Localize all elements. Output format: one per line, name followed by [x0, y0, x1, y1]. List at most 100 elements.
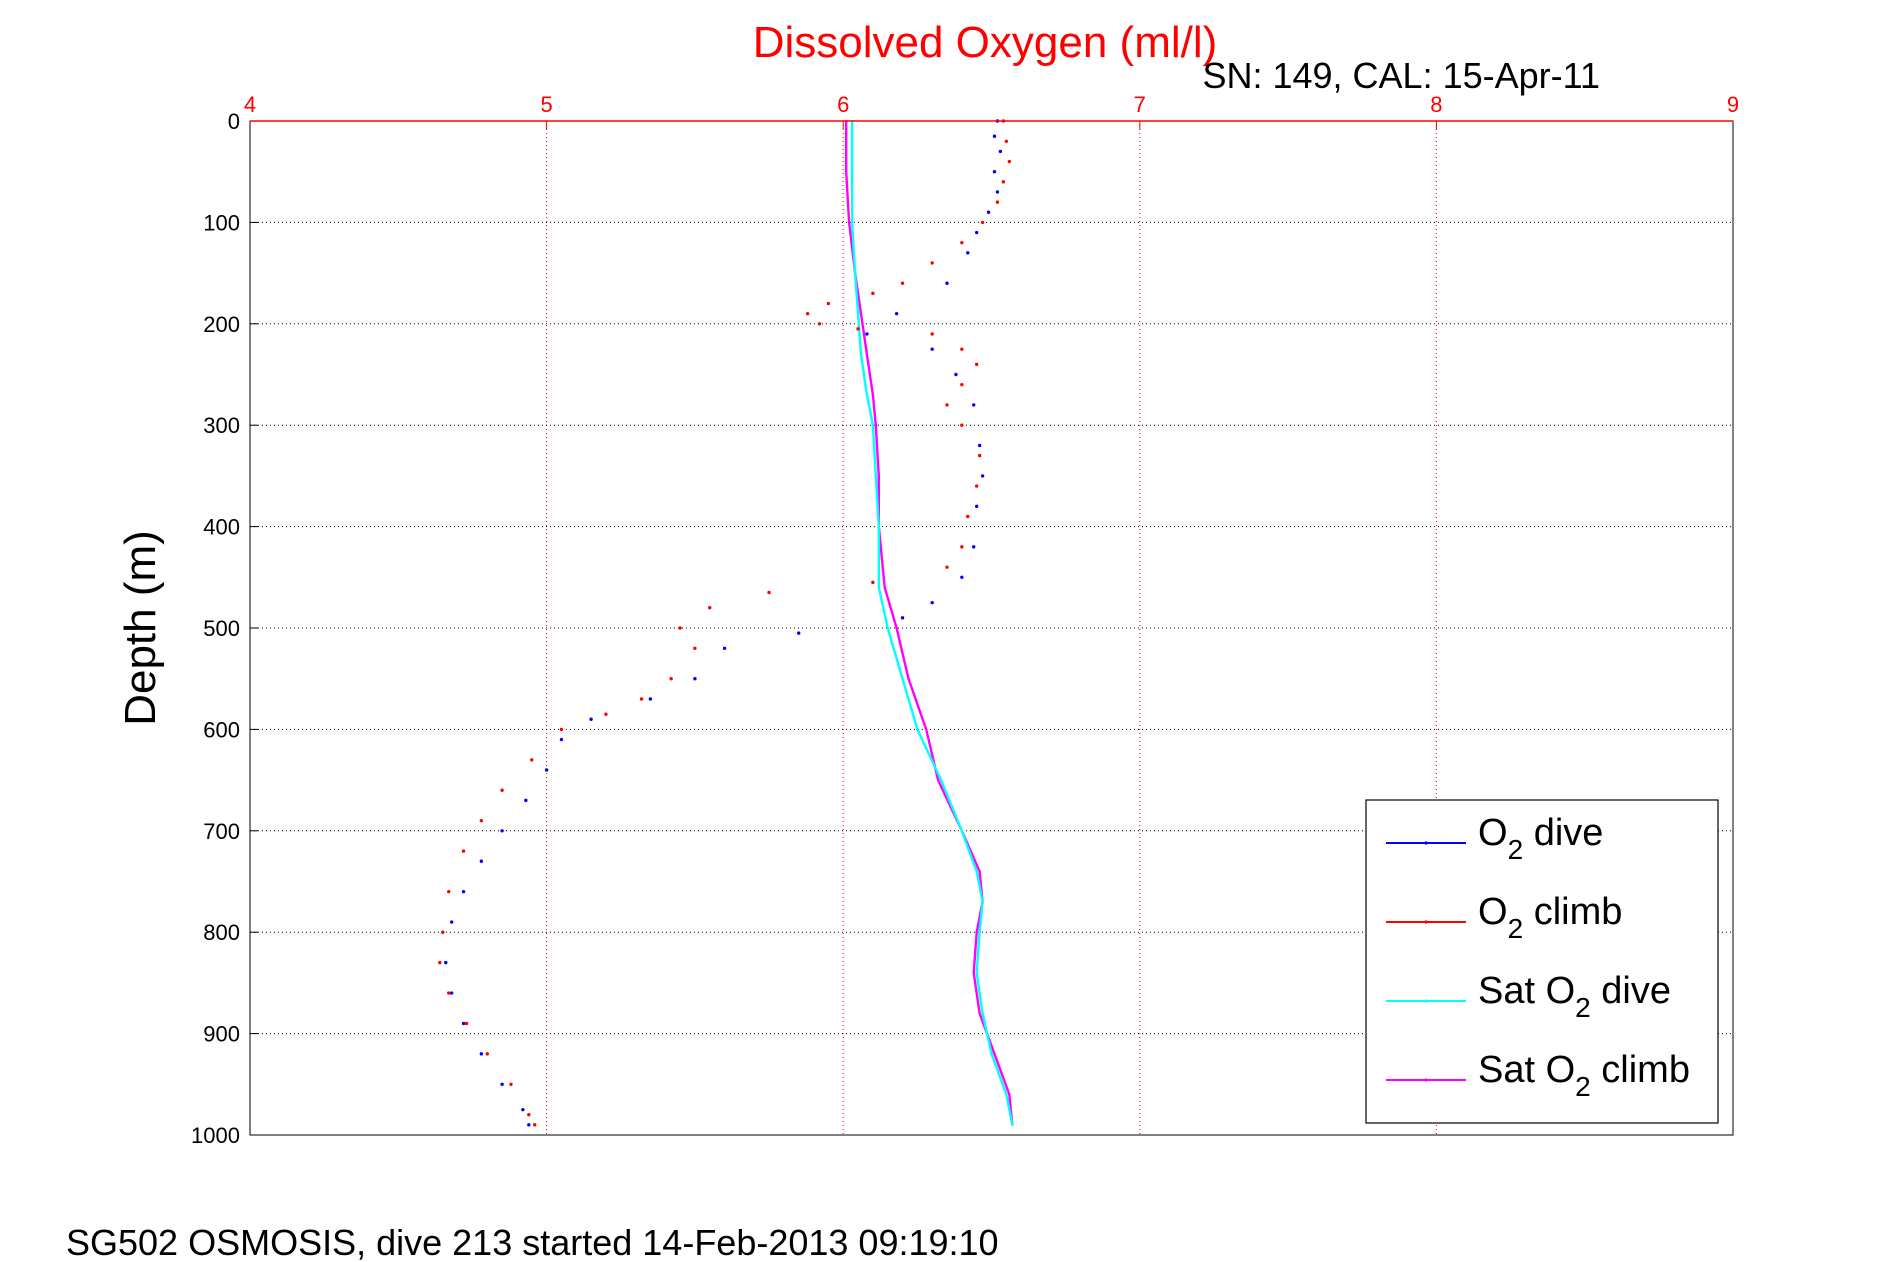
data-point [993, 1052, 996, 1056]
data-point [461, 1021, 466, 1026]
data-point [464, 1021, 469, 1026]
data-point [978, 931, 981, 934]
dive-info-footer: SG502 OSMOSIS, dive 213 started 14-Feb-2… [66, 1222, 999, 1262]
data-point [974, 484, 979, 488]
data-point [992, 134, 997, 138]
data-point [930, 600, 934, 605]
data-point [648, 697, 653, 701]
data-point [990, 1052, 993, 1056]
data-point [447, 991, 451, 995]
x-tick-label: 7 [1134, 92, 1146, 117]
data-point [986, 210, 991, 214]
data-point [853, 271, 857, 275]
data-point [1011, 1123, 1014, 1127]
data-point [871, 393, 875, 396]
data-point [544, 768, 549, 772]
data-point [901, 677, 904, 680]
data-point [856, 327, 860, 331]
data-point [461, 889, 466, 894]
y-tick-label: 500 [203, 616, 240, 641]
data-point [856, 312, 860, 315]
data-point [900, 616, 905, 620]
data-point [678, 626, 682, 630]
data-point [604, 712, 608, 716]
legend-items: O2 dive O2 climb Sat O2 dive Sat O2 climb [1386, 812, 1690, 1102]
data-point [708, 606, 712, 610]
calibration-label: SN: 149, CAL: 15-Apr-11 [1202, 55, 1600, 96]
data-point [527, 1113, 531, 1117]
data-point [886, 626, 889, 630]
legend-marker [1424, 999, 1428, 1003]
data-point [479, 859, 484, 863]
data-point [865, 393, 869, 396]
data-point [693, 677, 697, 681]
data-point [693, 646, 697, 650]
data-point [998, 149, 1003, 154]
x-tick-label: 9 [1727, 92, 1739, 117]
series-line [845, 121, 1014, 1126]
data-point [936, 778, 940, 782]
y-tick-label: 0 [228, 109, 240, 134]
data-point [1004, 139, 1009, 143]
data-point [945, 403, 949, 407]
data-point [930, 261, 934, 265]
data-point [859, 353, 863, 356]
series-sat-o2-dive [850, 119, 1014, 1127]
data-point [850, 221, 854, 224]
data-point [972, 971, 975, 974]
data-point [449, 991, 454, 995]
data-point [447, 889, 451, 894]
data-point [817, 322, 822, 326]
data-point [1007, 159, 1011, 164]
x-tick-label: 8 [1430, 92, 1442, 117]
series-sat-o2-climb [844, 119, 1014, 1127]
data-point [945, 281, 949, 285]
data-point [485, 1052, 489, 1056]
data-point [978, 870, 981, 873]
data-point [894, 311, 899, 316]
data-point [527, 1123, 531, 1127]
data-point [930, 332, 934, 336]
data-point [895, 626, 898, 630]
data-point [509, 1082, 513, 1087]
data-point [449, 920, 454, 924]
legend-label: O2 dive [1478, 812, 1603, 865]
data-point [925, 728, 928, 731]
data-point [500, 788, 504, 792]
y-tick-label: 600 [203, 717, 240, 742]
legend: O2 dive O2 climb Sat O2 dive Sat O2 climb [1365, 799, 1719, 1124]
data-point [954, 372, 958, 377]
data-point [797, 631, 801, 635]
x-tick-label: 4 [244, 92, 256, 117]
data-point [722, 646, 727, 650]
y-tick-label: 200 [203, 312, 240, 337]
data-point [871, 580, 875, 585]
data-point [974, 504, 979, 509]
data-point [805, 311, 810, 316]
data-point [883, 586, 886, 589]
data-point [461, 849, 466, 853]
data-point [874, 424, 878, 427]
data-point [980, 220, 985, 225]
legend-marker [1424, 920, 1428, 924]
data-point [975, 931, 978, 934]
data-point [995, 200, 1000, 204]
data-point [524, 798, 528, 803]
data-point [960, 829, 964, 832]
data-point [1008, 1093, 1011, 1096]
data-point [966, 251, 970, 255]
y-tick-label: 1000 [191, 1123, 240, 1148]
series-o2-climb [438, 119, 1011, 1127]
data-point [871, 424, 875, 427]
data-point [960, 575, 964, 579]
data-point [441, 930, 445, 934]
y-tick-labels: 0 100 200 300 400 500 600 700 800 900 1000 [191, 109, 240, 1148]
data-point [972, 545, 976, 549]
data-point [977, 453, 982, 458]
data-point [877, 474, 880, 478]
data-point [479, 1052, 484, 1056]
data-point [874, 474, 878, 478]
data-point [974, 230, 979, 235]
data-point [992, 170, 997, 174]
